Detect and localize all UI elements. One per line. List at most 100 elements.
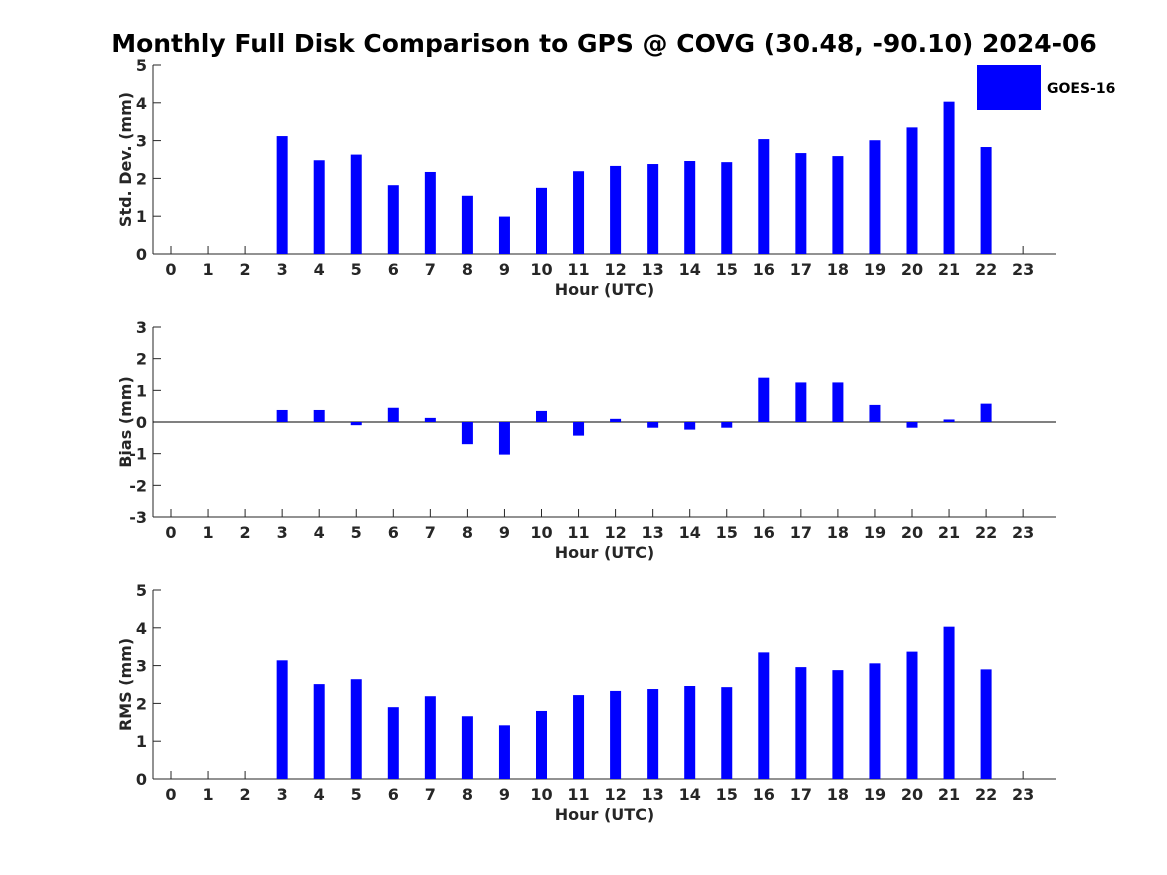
y-tick-label: 4 [136,619,147,638]
x-tick-label: 3 [277,523,288,542]
x-tick-label: 2 [240,785,251,804]
y-axis-label: RMS (mm) [116,638,135,731]
y-tick-label: 1 [136,381,147,400]
bar-hour-12 [610,690,622,779]
bar-hour-17 [795,382,807,422]
x-tick-label: 15 [716,785,738,804]
y-tick-label: 2 [136,169,147,188]
bar-hour-6 [387,707,399,779]
bar-hour-10 [536,710,547,779]
x-tick-label: 17 [790,523,812,542]
bar-hour-16 [758,652,770,779]
bar-hour-9 [498,725,510,779]
y-axis-label: Bias (mm) [116,376,135,468]
bar-hour-14 [684,686,696,779]
x-tick-label: 7 [425,523,436,542]
x-tick-label: 5 [351,523,362,542]
x-tick-label: 11 [567,260,589,279]
x-tick-label: 22 [975,785,997,804]
bar-hour-3 [276,409,288,422]
x-tick-label: 3 [277,260,288,279]
bar-hour-21 [943,626,955,779]
bar-hour-16 [758,139,770,254]
bar-hour-13 [647,422,659,428]
bar-hour-4 [313,160,325,254]
x-tick-label: 11 [567,785,589,804]
x-tick-label: 16 [753,785,775,804]
x-tick-label: 9 [499,260,510,279]
x-tick-label: 2 [240,260,251,279]
bar-hour-18 [832,156,844,254]
x-tick-label: 6 [388,523,399,542]
x-tick-label: 13 [642,523,664,542]
y-tick-label: 2 [136,350,147,369]
x-tick-label: 4 [314,260,325,279]
x-tick-label: 16 [753,260,775,279]
bar-hour-16 [758,377,770,422]
x-tick-label: 13 [642,260,664,279]
x-tick-label: 10 [530,785,552,804]
bar-hour-5 [350,422,362,426]
bar-hour-18 [832,670,844,779]
x-tick-label: 0 [165,523,176,542]
x-axis-label: Hour (UTC) [555,543,655,562]
x-tick-label: 22 [975,260,997,279]
x-tick-label: 23 [1012,260,1034,279]
x-tick-label: 5 [351,785,362,804]
y-tick-label: 1 [136,732,147,751]
x-tick-label: 16 [753,523,775,542]
x-tick-label: 21 [938,785,960,804]
x-tick-label: 14 [679,785,701,804]
legend: GOES-16 [977,65,1115,110]
bar-hour-6 [387,407,399,422]
bar-hour-3 [276,660,288,779]
bar-hour-12 [610,165,622,254]
x-tick-label: 8 [462,785,473,804]
x-tick-label: 5 [351,260,362,279]
bar-hour-7 [424,417,436,422]
x-tick-label: 18 [827,785,849,804]
x-tick-label: 18 [827,260,849,279]
bar-hour-8 [461,195,473,254]
x-tick-label: 8 [462,523,473,542]
bar-hour-12 [610,418,622,422]
bar-hour-17 [795,667,807,779]
x-tick-label: 10 [530,260,552,279]
bar-hour-11 [573,171,585,254]
bar-hour-17 [795,153,807,254]
x-tick-label: 15 [716,260,738,279]
bar-hour-3 [276,136,288,254]
x-tick-label: 12 [604,785,626,804]
x-tick-label: 1 [202,523,213,542]
bar-hour-19 [869,663,881,779]
x-tick-label: 2 [240,523,251,542]
bar-hour-4 [313,409,325,422]
bar-hour-9 [498,216,510,254]
y-tick-label: 0 [136,413,147,432]
x-tick-label: 19 [864,785,886,804]
bar-hour-18 [832,382,844,422]
legend-label: GOES-16 [1047,81,1115,97]
bar-hour-15 [721,687,733,779]
bar-hour-11 [573,422,585,436]
y-tick-label: 0 [136,770,147,789]
bar-hour-5 [350,679,362,779]
bar-hour-13 [647,164,659,254]
x-tick-label: 0 [165,260,176,279]
x-tick-label: 20 [901,260,923,279]
bar-hour-8 [461,422,473,445]
y-tick-label: 5 [136,581,147,600]
x-tick-label: 8 [462,260,473,279]
x-axis-label: Hour (UTC) [555,280,655,299]
x-tick-label: 21 [938,523,960,542]
y-tick-label: 3 [136,132,147,151]
legend-swatch [977,65,1041,110]
x-tick-label: 4 [314,523,325,542]
x-tick-label: 10 [530,523,552,542]
bar-hour-10 [536,187,547,254]
bar-hour-14 [684,422,696,430]
